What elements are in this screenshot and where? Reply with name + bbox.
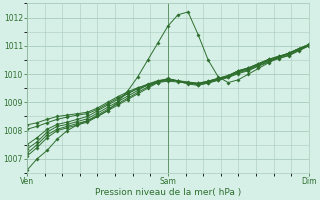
X-axis label: Pression niveau de la mer( hPa ): Pression niveau de la mer( hPa ) <box>95 188 241 197</box>
